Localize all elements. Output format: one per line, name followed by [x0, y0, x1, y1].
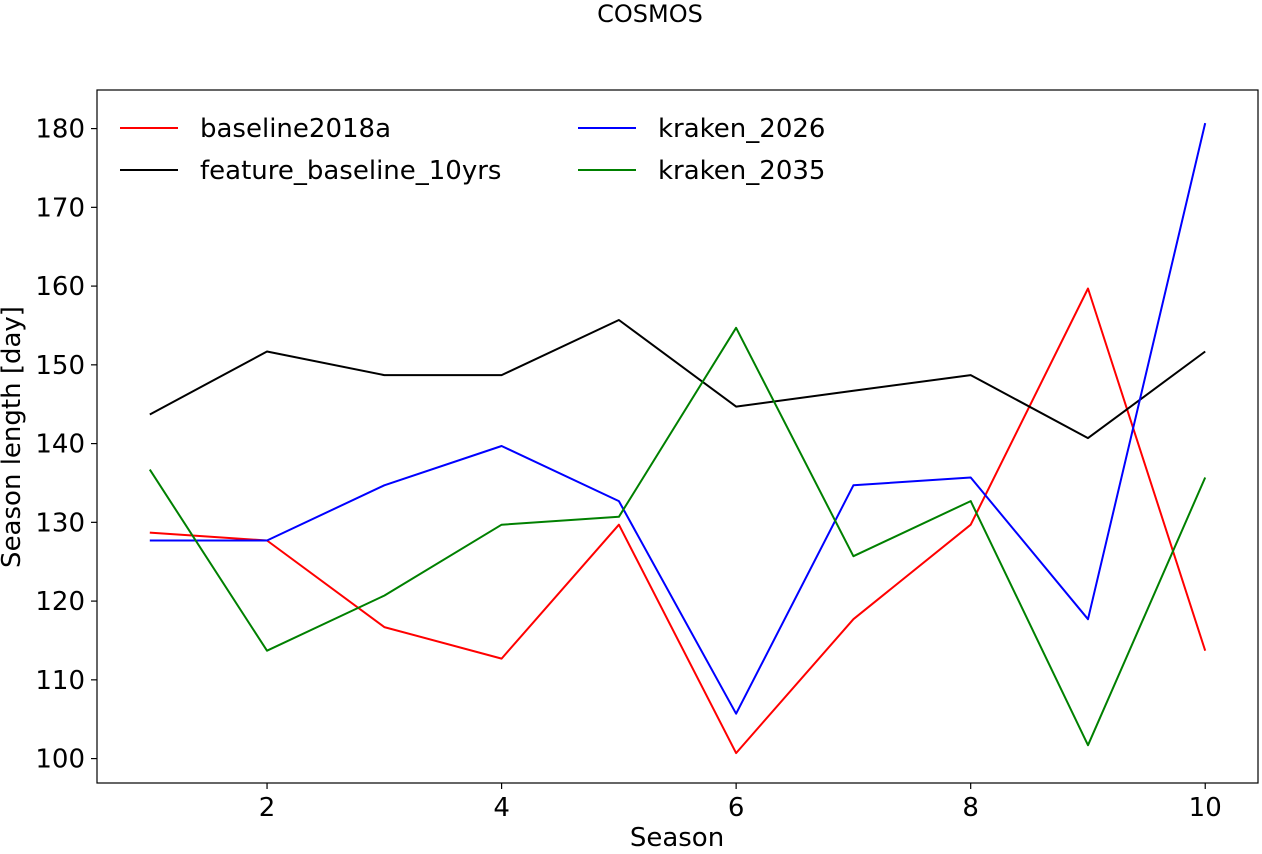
legend-item: baseline2018a: [120, 114, 391, 144]
legend-label: feature_baseline_10yrs: [200, 156, 501, 186]
x-tick-label: 2: [259, 793, 276, 823]
series-line-kraken_2026: [149, 122, 1207, 715]
x-axis-ticks: 2 4 6 8 10: [259, 783, 1222, 823]
legend: baseline2018a feature_baseline_10yrs krake…: [120, 114, 825, 186]
legend-item: kraken_2035: [578, 156, 825, 186]
legend-item: feature_baseline_10yrs: [120, 156, 501, 186]
series-layer: [148, 122, 1207, 755]
series-line-kraken_2035: [148, 326, 1207, 747]
x-axis-label: Season: [630, 823, 724, 853]
chart-title: COSMOS: [597, 0, 703, 28]
y-tick-label: 150: [35, 351, 85, 381]
y-tick-label: 110: [35, 666, 85, 696]
x-tick-label: 6: [728, 793, 745, 823]
legend-label: kraken_2035: [658, 156, 825, 186]
x-tick-label: 4: [493, 793, 510, 823]
y-axis-ticks: 100 110 120 130 140 150 160 170 180: [35, 115, 97, 775]
legend-label: baseline2018a: [200, 114, 391, 144]
plot-area: [96, 89, 1259, 784]
y-axis-label: Season length [day]: [0, 306, 27, 568]
x-tick-label: 10: [1189, 793, 1222, 823]
legend-item: kraken_2026: [578, 114, 825, 144]
y-tick-label: 100: [35, 745, 85, 775]
y-tick-label: 120: [35, 587, 85, 617]
legend-label: kraken_2026: [658, 114, 825, 144]
y-tick-label: 180: [35, 115, 85, 145]
y-tick-label: 140: [35, 430, 85, 460]
y-tick-label: 160: [35, 272, 85, 302]
y-tick-label: 130: [35, 508, 85, 538]
series-line-feature_baseline_10yrs: [149, 319, 1206, 440]
x-tick-label: 8: [962, 793, 979, 823]
y-tick-label: 170: [35, 193, 85, 223]
